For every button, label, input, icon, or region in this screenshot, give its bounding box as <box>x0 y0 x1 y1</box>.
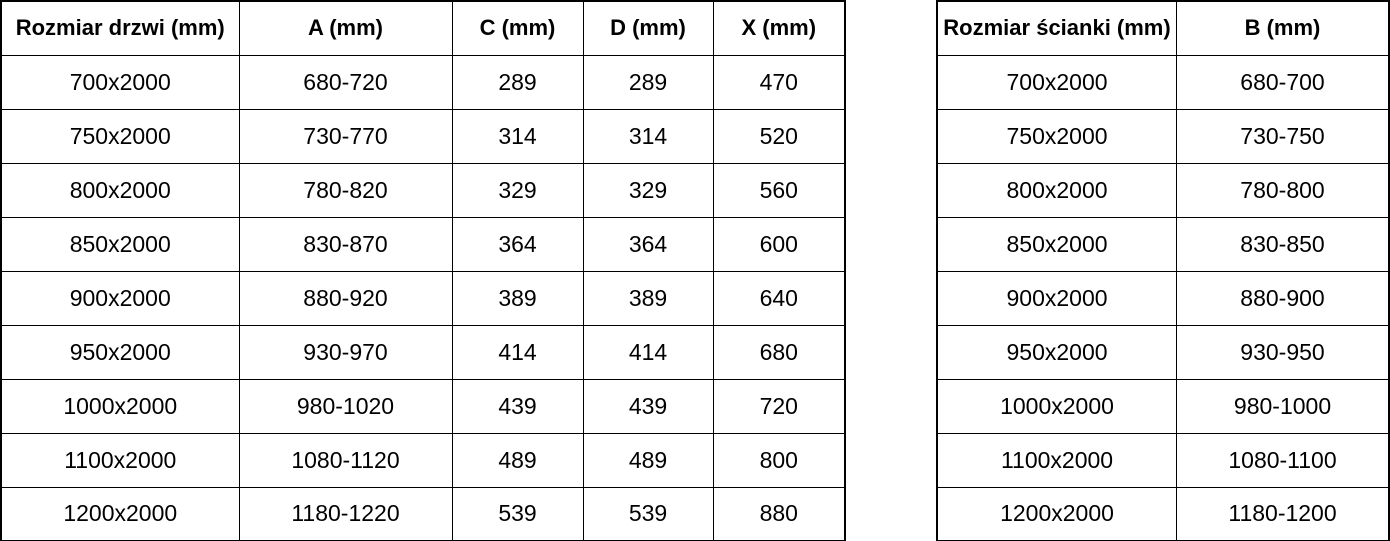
table-row: 750x2000 730-750 <box>936 108 1390 164</box>
table-cell: 1200x2000 <box>936 486 1178 541</box>
table-row: 800x2000 780-800 <box>936 162 1390 218</box>
table-cell: 850x2000 <box>0 216 240 272</box>
table-row: 1000x2000 980-1000 <box>936 378 1390 434</box>
door-table-body: 700x2000 680-720 289 289 470 750x2000 730-770 3… <box>0 54 846 541</box>
table-row: 750x2000 730-770 314 314 520 <box>0 108 846 164</box>
table-cell: 520 <box>712 108 846 164</box>
table-cell: 1200x2000 <box>0 486 240 541</box>
table-row: 950x2000 930-970 414 414 680 <box>0 324 846 380</box>
header-row: Rozmiar drzwi (mm) A (mm) C (mm) D (mm) … <box>0 0 846 56</box>
table-cell: 539 <box>451 486 584 541</box>
table-row: 1200x2000 1180-1220 539 539 880 <box>0 486 846 541</box>
table-cell: 930-970 <box>238 324 453 380</box>
table-row: 950x2000 930-950 <box>936 324 1390 380</box>
table-cell: 489 <box>451 432 584 488</box>
table-cell: 470 <box>712 54 846 110</box>
table-row: 1100x2000 1080-1100 <box>936 432 1390 488</box>
table-cell: 1180-1220 <box>238 486 453 541</box>
table-row: 700x2000 680-700 <box>936 54 1390 110</box>
table-cell: 750x2000 <box>0 108 240 164</box>
table-cell: 539 <box>582 486 714 541</box>
wall-table-body: 700x2000 680-700 750x2000 730-750 800x2000 78… <box>936 54 1390 541</box>
table-cell: 560 <box>712 162 846 218</box>
table-cell: 800x2000 <box>936 162 1178 218</box>
table-cell: 600 <box>712 216 846 272</box>
header-row: Rozmiar ścianki (mm) B (mm) <box>936 0 1390 56</box>
table-cell: 289 <box>582 54 714 110</box>
column-header-a: A (mm) <box>238 0 453 56</box>
door-dimensions-table: Rozmiar drzwi (mm) A (mm) C (mm) D (mm) … <box>0 0 846 541</box>
table-cell: 830-870 <box>238 216 453 272</box>
column-header-c: C (mm) <box>451 0 584 56</box>
table-cell: 830-850 <box>1176 216 1390 272</box>
door-table-header: Rozmiar drzwi (mm) A (mm) C (mm) D (mm) … <box>0 0 846 56</box>
table-cell: 439 <box>451 378 584 434</box>
table-cell: 389 <box>582 270 714 326</box>
table-cell: 329 <box>582 162 714 218</box>
table-cell: 950x2000 <box>936 324 1178 380</box>
table-cell: 1080-1120 <box>238 432 453 488</box>
table-cell: 880-920 <box>238 270 453 326</box>
table-cell: 640 <box>712 270 846 326</box>
wall-dimensions-table: Rozmiar ścianki (mm) B (mm) 700x2000 680-… <box>936 0 1390 541</box>
table-row: 1000x2000 980-1020 439 439 720 <box>0 378 846 434</box>
column-header-b: B (mm) <box>1176 0 1390 56</box>
table-cell: 1000x2000 <box>0 378 240 434</box>
table-cell: 414 <box>582 324 714 380</box>
column-header-d: D (mm) <box>582 0 714 56</box>
table-cell: 680-720 <box>238 54 453 110</box>
table-cell: 800x2000 <box>0 162 240 218</box>
table-cell: 780-820 <box>238 162 453 218</box>
table-cell: 980-1020 <box>238 378 453 434</box>
table-cell: 730-750 <box>1176 108 1390 164</box>
table-cell: 329 <box>451 162 584 218</box>
table-cell: 700x2000 <box>0 54 240 110</box>
table-cell: 1180-1200 <box>1176 486 1390 541</box>
wall-table-header: Rozmiar ścianki (mm) B (mm) <box>936 0 1390 56</box>
table-cell: 980-1000 <box>1176 378 1390 434</box>
table-cell: 680-700 <box>1176 54 1390 110</box>
table-row: 850x2000 830-870 364 364 600 <box>0 216 846 272</box>
table-cell: 750x2000 <box>936 108 1178 164</box>
table-row: 1200x2000 1180-1200 <box>936 486 1390 541</box>
table-cell: 930-950 <box>1176 324 1390 380</box>
table-row: 900x2000 880-920 389 389 640 <box>0 270 846 326</box>
table-cell: 289 <box>451 54 584 110</box>
table-cell: 800 <box>712 432 846 488</box>
table-cell: 780-800 <box>1176 162 1390 218</box>
table-cell: 389 <box>451 270 584 326</box>
table-row: 900x2000 880-900 <box>936 270 1390 326</box>
table-cell: 900x2000 <box>936 270 1178 326</box>
table-row: 1100x2000 1080-1120 489 489 800 <box>0 432 846 488</box>
table-cell: 314 <box>451 108 584 164</box>
table-cell: 700x2000 <box>936 54 1178 110</box>
table-cell: 439 <box>582 378 714 434</box>
table-cell: 1100x2000 <box>936 432 1178 488</box>
table-cell: 850x2000 <box>936 216 1178 272</box>
table-cell: 1000x2000 <box>936 378 1178 434</box>
table-cell: 880-900 <box>1176 270 1390 326</box>
table-cell: 364 <box>582 216 714 272</box>
table-cell: 720 <box>712 378 846 434</box>
column-header-wall-size: Rozmiar ścianki (mm) <box>936 0 1178 56</box>
table-cell: 730-770 <box>238 108 453 164</box>
table-cell: 364 <box>451 216 584 272</box>
column-header-x: X (mm) <box>712 0 846 56</box>
column-header-door-size: Rozmiar drzwi (mm) <box>0 0 240 56</box>
table-cell: 1080-1100 <box>1176 432 1390 488</box>
table-cell: 314 <box>582 108 714 164</box>
table-cell: 414 <box>451 324 584 380</box>
table-row: 850x2000 830-850 <box>936 216 1390 272</box>
table-cell: 950x2000 <box>0 324 240 380</box>
table-cell: 1100x2000 <box>0 432 240 488</box>
table-cell: 880 <box>712 486 846 541</box>
table-row: 800x2000 780-820 329 329 560 <box>0 162 846 218</box>
table-cell: 900x2000 <box>0 270 240 326</box>
table-cell: 680 <box>712 324 846 380</box>
table-cell: 489 <box>582 432 714 488</box>
table-row: 700x2000 680-720 289 289 470 <box>0 54 846 110</box>
